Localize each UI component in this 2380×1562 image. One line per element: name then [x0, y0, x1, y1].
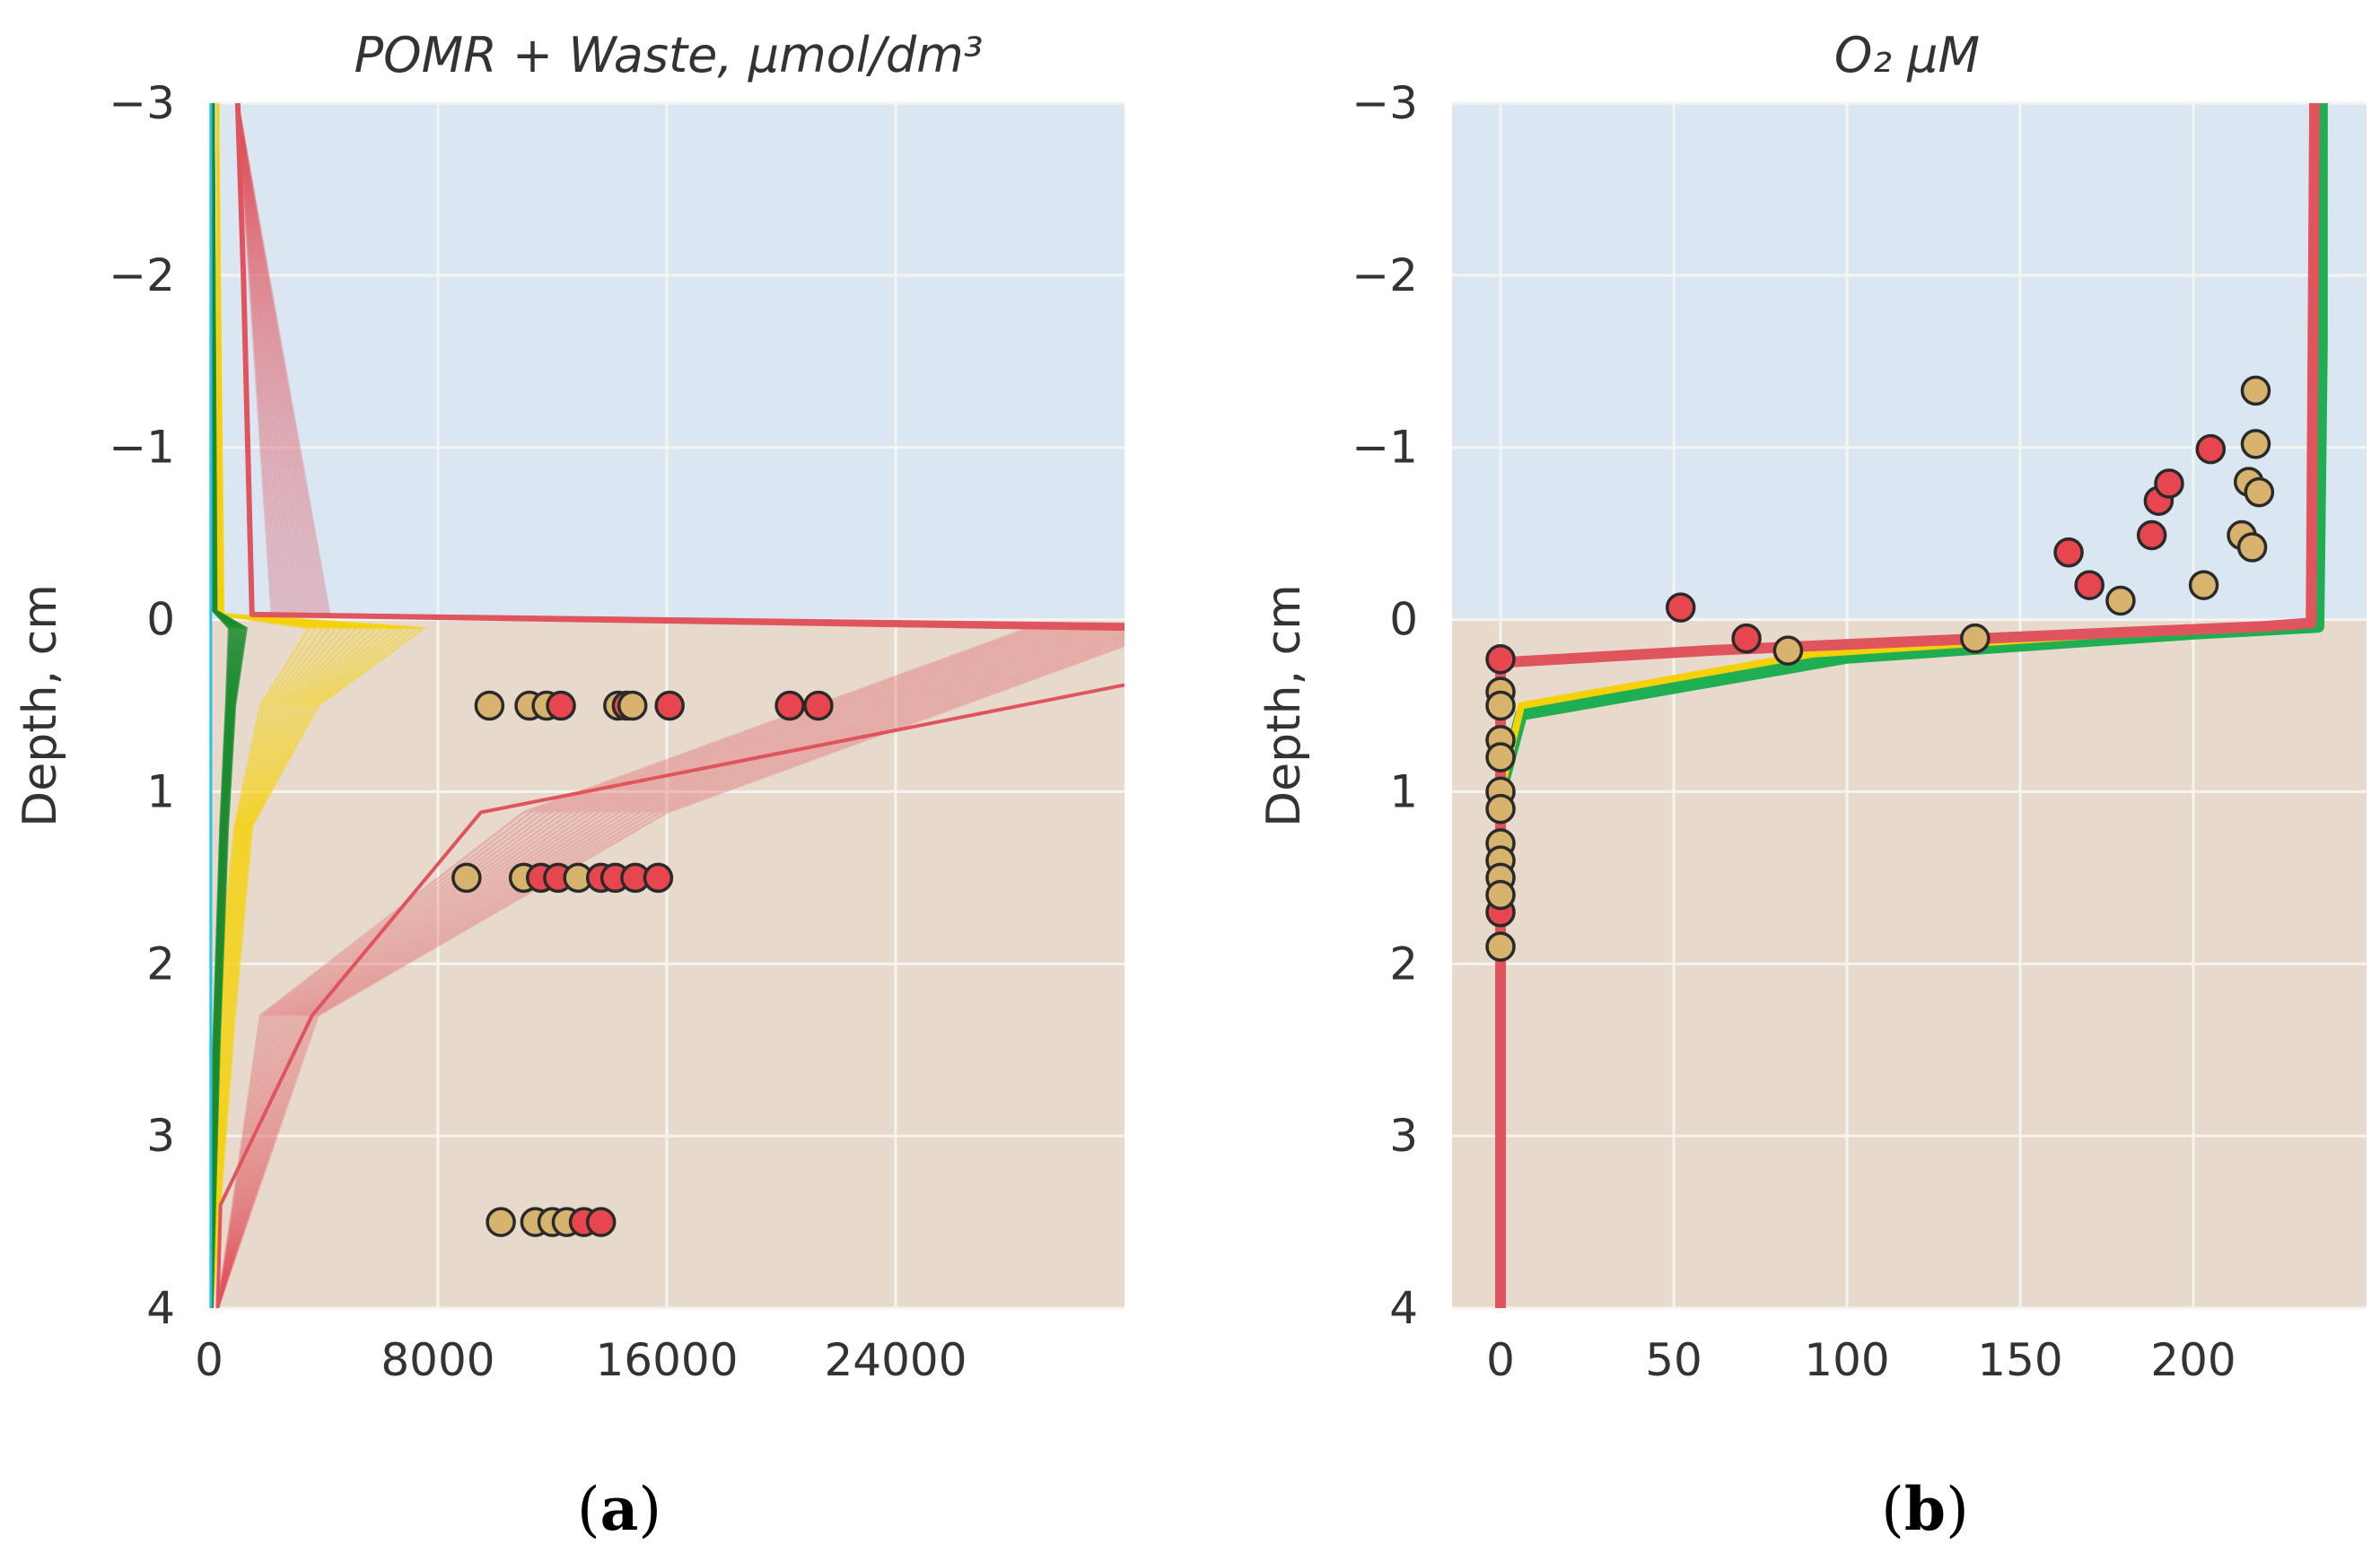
observation-point	[2195, 433, 2227, 465]
observation-point	[2074, 570, 2104, 600]
observation-point	[1960, 623, 1991, 654]
plot-area	[1485, 103, 2328, 1308]
chart-title: POMR + Waste, μmol/dm³	[354, 27, 984, 83]
observation-point	[2136, 519, 2167, 551]
observation-point	[2188, 570, 2219, 600]
model-run-line	[216, 103, 1101, 1308]
observation-point	[2240, 375, 2271, 406]
y-axis-label: Depth, cm	[1257, 584, 1311, 827]
model-run-line	[216, 103, 1115, 1308]
x-tick-label: 200	[2150, 1334, 2236, 1386]
observation-point	[1485, 931, 1516, 962]
y-axis-label: Depth, cm	[13, 584, 67, 827]
observation-point	[1485, 742, 1516, 772]
x-tick-label: 100	[1804, 1334, 1889, 1386]
observation-point	[1485, 793, 1516, 825]
y-tick-label: 2	[1389, 938, 1418, 990]
model-line	[215, 683, 1124, 1308]
water-column-background	[1452, 103, 2367, 620]
observation-point	[643, 862, 674, 894]
observation-point	[1485, 643, 1516, 675]
panel-caption: (b)	[1881, 1474, 1969, 1544]
observation-point	[1666, 592, 1696, 623]
observation-point	[803, 690, 834, 721]
model-run-line	[216, 103, 1124, 1308]
observation-point	[474, 690, 505, 721]
model-run-line	[216, 103, 1060, 1308]
observation-point	[2240, 429, 2271, 459]
model-run-line	[216, 103, 1107, 1308]
panel-b: 0 50 100 150 200 −3 −2 −1 0 1 2 3 4 O₂ μM Depth, cm (b)	[1257, 27, 2367, 1544]
y-tick-label: 0	[146, 594, 175, 646]
y-tick-label: −3	[1352, 77, 1418, 129]
observation-points	[451, 690, 834, 1237]
chart-title: O₂ μM	[1834, 27, 1980, 83]
y-tick-label: −2	[1352, 249, 1418, 301]
model-run-line	[216, 103, 1124, 1308]
observation-point	[1772, 635, 1804, 666]
model-run-line	[216, 103, 1124, 1308]
observation-point	[2154, 468, 2184, 499]
y-tick-label: 3	[1389, 1110, 1418, 1162]
plot-area	[209, 103, 1124, 1308]
model-run-line	[216, 103, 1124, 1308]
x-tick-label: 16000	[595, 1334, 738, 1386]
x-tick-label: 0	[1486, 1334, 1515, 1386]
y-tick-label: 4	[1389, 1282, 1418, 1334]
observation-point	[774, 690, 805, 721]
y-tick-label: 4	[146, 1282, 175, 1334]
observation-point	[1485, 690, 1516, 721]
panel-caption: (a)	[577, 1474, 661, 1544]
observation-point	[2244, 476, 2275, 508]
observation-point	[2105, 585, 2136, 616]
y-tick-label: −3	[109, 77, 175, 129]
observation-point	[2236, 532, 2268, 563]
model-run-line	[216, 103, 1039, 1308]
x-tick-label: 50	[1645, 1334, 1702, 1386]
y-tick-label: −2	[109, 249, 175, 301]
x-tick-label: 0	[195, 1334, 223, 1386]
y-tick-label: 3	[146, 1110, 175, 1162]
y-tick-label: −1	[1352, 422, 1418, 474]
observation-point	[1485, 879, 1516, 911]
observation-point	[654, 690, 685, 721]
observation-point	[1731, 623, 1762, 654]
y-tick-label: 1	[146, 765, 175, 817]
observation-point	[617, 690, 648, 721]
observation-point	[2053, 537, 2084, 568]
model-run-bundle	[210, 103, 249, 1308]
y-tick-label: −1	[109, 422, 175, 474]
model-run-line	[216, 103, 1067, 1308]
model-line	[234, 103, 1124, 632]
model-run-line	[216, 103, 1121, 1308]
x-tick-label: 24000	[824, 1334, 967, 1386]
model-run-line	[216, 103, 1124, 1308]
y-tick-label: 2	[146, 938, 175, 990]
model-run-line	[216, 103, 1094, 1308]
observation-point	[546, 690, 576, 721]
model-run-line	[216, 103, 1088, 1308]
observation-point	[486, 1207, 516, 1237]
y-tick-label: 0	[1389, 594, 1418, 646]
panel-a: 0 8000 16000 24000 −3 −2 −1 0 1 2 3 4 POMR + Waste, …	[13, 27, 1124, 1544]
observation-point	[451, 862, 482, 894]
observation-points	[1485, 375, 2275, 962]
observation-point	[585, 1207, 617, 1237]
model-run-line	[210, 103, 249, 1308]
x-tick-label: 150	[1977, 1334, 2062, 1386]
model-run-line	[216, 103, 1124, 1308]
x-tick-label: 8000	[381, 1334, 494, 1386]
model-run-line	[216, 103, 1124, 1308]
y-tick-label: 1	[1389, 765, 1418, 817]
